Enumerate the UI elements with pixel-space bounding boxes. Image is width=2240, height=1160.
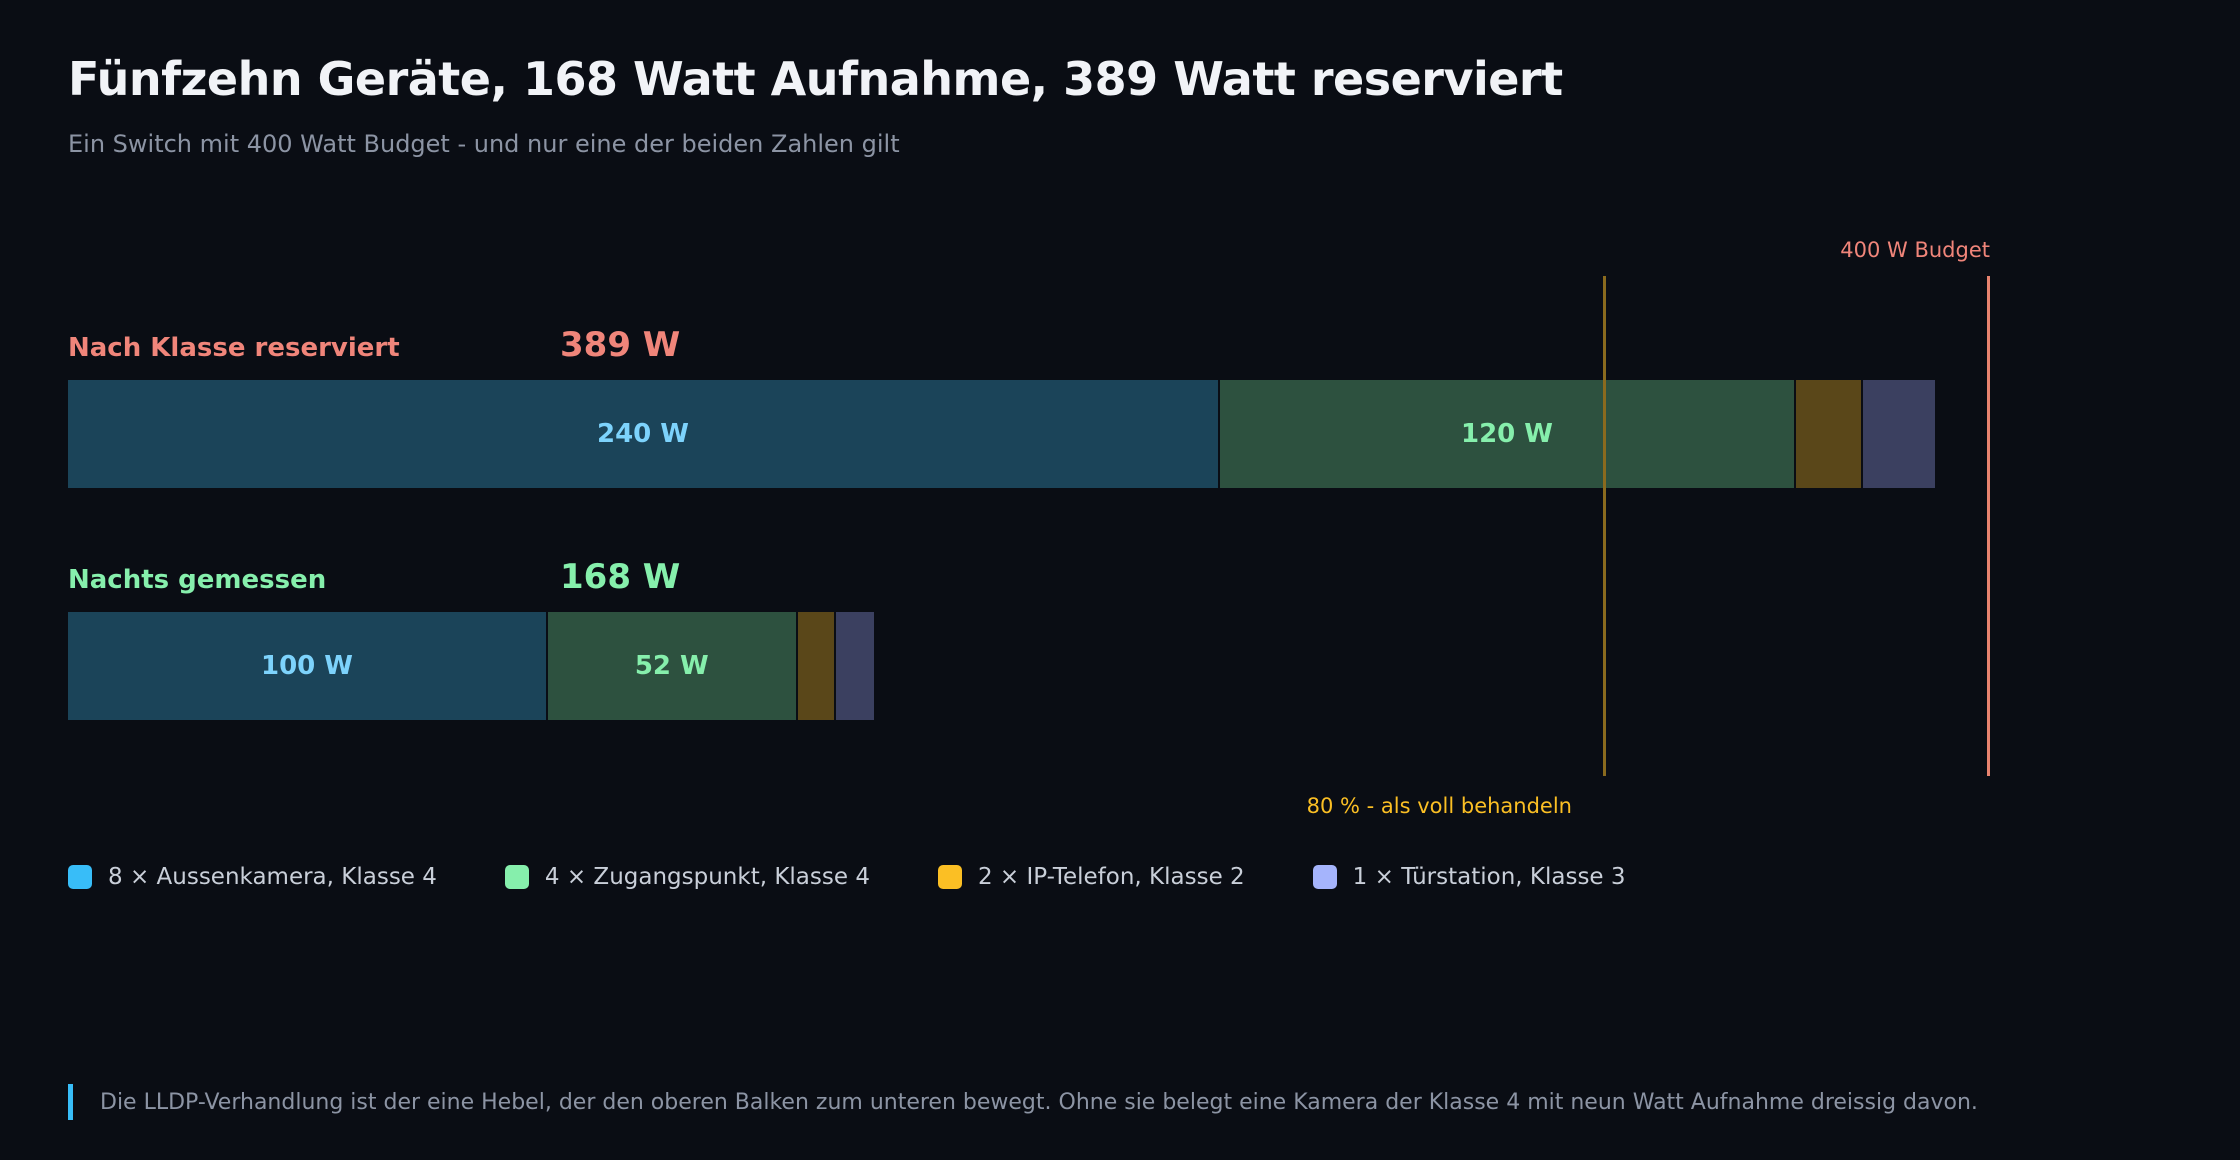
legend-label: 4 × Zugangspunkt, Klasse 4 bbox=[544, 864, 870, 890]
bar-total-measured: 168 W bbox=[560, 557, 681, 597]
stacked-bar-measured: 100 W 52 W bbox=[68, 612, 875, 720]
legend-label: 8 × Aussenkamera, Klasse 4 bbox=[108, 864, 437, 890]
bar-label-measured: Nachts gemessen bbox=[68, 565, 327, 595]
stacked-bar-reserved: 240 W 120 W bbox=[68, 380, 1936, 488]
bar-segment bbox=[1863, 380, 1936, 488]
bar-segment: 240 W bbox=[68, 380, 1220, 488]
budget-line bbox=[1987, 276, 1990, 776]
chart-legend: 8 × Aussenkamera, Klasse 4 4 × Zugangspun… bbox=[68, 864, 1626, 890]
footnote-text: Die LLDP-Verhandlung ist der eine Hebel,… bbox=[100, 1089, 1978, 1115]
legend-item: 2 × IP-Telefon, Klasse 2 bbox=[937, 864, 1245, 890]
legend-label: 1 × Türstation, Klasse 3 bbox=[1352, 864, 1626, 890]
legend-item: 1 × Türstation, Klasse 3 bbox=[1312, 864, 1626, 890]
chart-title: Fünfzehn Geräte, 168 Watt Aufnahme, 389 … bbox=[68, 52, 1563, 106]
bar-segment: 100 W bbox=[68, 612, 548, 720]
threshold-label-80-percent: 80 % - als voll behandeln bbox=[1306, 794, 1572, 818]
legend-label: 2 × IP-Telefon, Klasse 2 bbox=[977, 864, 1245, 890]
legend-swatch bbox=[937, 865, 962, 889]
chart-subtitle: Ein Switch mit 400 Watt Budget - und nur… bbox=[68, 130, 900, 158]
legend-item: 4 × Zugangspunkt, Klasse 4 bbox=[504, 864, 870, 890]
bar-segment bbox=[1796, 380, 1864, 488]
legend-swatch bbox=[68, 865, 92, 889]
bar-segment bbox=[797, 612, 836, 720]
bar-total-reserved: 389 W bbox=[560, 325, 681, 365]
legend-swatch bbox=[1312, 865, 1337, 889]
bar-segment: 120 W bbox=[1220, 380, 1796, 488]
legend-item: 8 × Aussenkamera, Klasse 4 bbox=[68, 864, 437, 890]
threshold-line-80-percent bbox=[1603, 276, 1606, 776]
budget-label: 400 W Budget bbox=[1840, 238, 1990, 262]
bar-label-reserved: Nach Klasse reserviert bbox=[68, 333, 400, 363]
bar-segment: 52 W bbox=[548, 612, 798, 720]
bar-segment bbox=[835, 612, 875, 720]
legend-swatch bbox=[504, 865, 529, 889]
footnote: Die LLDP-Verhandlung ist der eine Hebel,… bbox=[68, 1084, 1978, 1120]
